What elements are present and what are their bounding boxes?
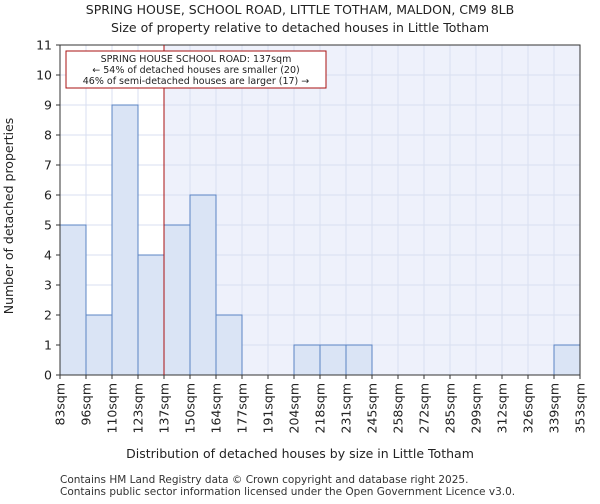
bar-83sqm xyxy=(59,224,87,376)
y-tick-label: 6 xyxy=(44,188,52,203)
annotation-line-2: ← 54% of detached houses are smaller (20… xyxy=(92,65,299,76)
x-tick-label: 231sqm xyxy=(339,383,354,433)
x-tick-label: 258sqm xyxy=(391,383,406,433)
y-tick-label: 1 xyxy=(44,338,52,353)
bar-164sqm xyxy=(215,314,243,376)
chart-title: SPRING HOUSE, SCHOOL ROAD, LITTLE TOTHAM… xyxy=(86,2,514,17)
bar-231sqm xyxy=(345,344,373,376)
y-tick-label: 4 xyxy=(44,248,52,263)
y-tick-label: 5 xyxy=(44,218,52,233)
bar-96sqm xyxy=(85,314,113,376)
plot-area: 0 1 2 3 4 5 6 7 8 9 10 11 83sqm 96sqm 110sqm 123sqm 137s… xyxy=(36,38,587,434)
x-tick-label: 137sqm xyxy=(157,383,172,433)
x-tick-label: 177sqm xyxy=(235,383,250,433)
x-tick-label: 123sqm xyxy=(131,383,146,433)
bar-123sqm xyxy=(137,254,165,376)
annotation-line-1: SPRING HOUSE SCHOOL ROAD: 137sqm xyxy=(101,54,292,65)
footer-line-2: Contains public sector information licen… xyxy=(60,486,515,498)
x-tick-label: 191sqm xyxy=(261,383,276,433)
chart-subtitle: Size of property relative to detached ho… xyxy=(111,20,489,35)
bar-137sqm xyxy=(163,224,191,376)
y-tick-label: 2 xyxy=(44,308,52,323)
x-tick-label: 164sqm xyxy=(209,383,224,433)
x-tick-label: 245sqm xyxy=(365,383,380,433)
x-tick-label: 218sqm xyxy=(313,383,328,433)
x-tick-label: 353sqm xyxy=(573,383,588,433)
bar-110sqm xyxy=(111,104,139,376)
bar-339sqm xyxy=(553,344,581,376)
y-axis-label: Number of detached properties xyxy=(1,118,16,315)
y-tick-label: 9 xyxy=(44,98,52,113)
y-tick-label: 7 xyxy=(44,158,52,173)
y-tick-label: 11 xyxy=(36,38,52,53)
y-tick-label: 3 xyxy=(44,278,52,293)
x-tick-label: 339sqm xyxy=(547,383,562,433)
x-axis-label: Distribution of detached houses by size … xyxy=(126,446,474,461)
x-tick-label: 312sqm xyxy=(495,383,510,433)
x-tick-label: 96sqm xyxy=(79,383,94,426)
bar-204sqm xyxy=(293,344,321,376)
y-tick-label: 10 xyxy=(36,68,52,83)
bar-218sqm xyxy=(319,344,347,376)
x-tick-label: 110sqm xyxy=(105,383,120,433)
annotation-line-3: 46% of semi-detached houses are larger (… xyxy=(83,76,310,87)
x-tick-label: 83sqm xyxy=(53,383,68,426)
footer-line-1: Contains HM Land Registry data © Crown c… xyxy=(60,474,468,486)
bar-150sqm xyxy=(189,194,217,376)
x-tick-label: 285sqm xyxy=(443,383,458,433)
x-tick-label: 150sqm xyxy=(183,383,198,433)
x-tick-label: 204sqm xyxy=(287,383,302,433)
y-tick-label: 0 xyxy=(44,368,52,383)
y-tick-label: 8 xyxy=(44,128,52,143)
x-tick-label: 272sqm xyxy=(417,383,432,433)
annotation-box xyxy=(65,50,327,89)
x-tick-label: 326sqm xyxy=(521,383,536,433)
x-tick-label: 299sqm xyxy=(469,383,484,433)
